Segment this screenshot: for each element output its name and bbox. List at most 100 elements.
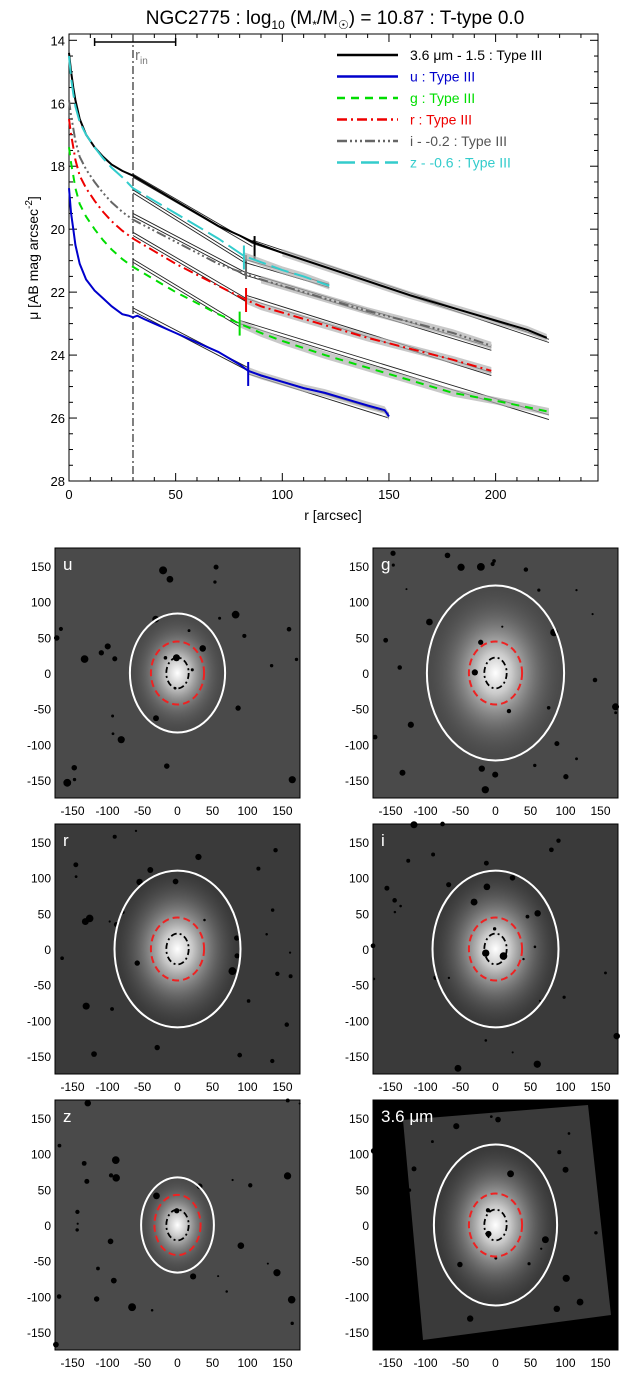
panel-x-tick-label: -50 xyxy=(452,1356,470,1370)
masked-source xyxy=(372,734,378,740)
panel-y-tick-label: 150 xyxy=(31,560,51,574)
panel-y-tick-label: 100 xyxy=(349,872,369,886)
masked-source xyxy=(481,786,489,794)
masked-source xyxy=(414,1116,418,1120)
masked-source xyxy=(490,561,495,567)
masked-source xyxy=(108,920,111,923)
panel-x-tick-label: -150 xyxy=(378,804,402,818)
panel-x-tick-label: 50 xyxy=(206,804,220,818)
masked-source xyxy=(492,559,496,563)
panel-y-tick-label: 100 xyxy=(31,596,51,610)
panel-x-tick-label: 50 xyxy=(524,1356,538,1370)
masked-source xyxy=(483,860,489,866)
panel-x-tick-label: -100 xyxy=(413,1356,437,1370)
masked-source xyxy=(270,1058,275,1064)
masked-source xyxy=(117,736,125,744)
panel-x-tick-label: -150 xyxy=(60,1080,84,1094)
panel-x-tick-label: -150 xyxy=(378,1080,402,1094)
panel-y-tick-label: -150 xyxy=(345,1050,369,1064)
masked-source xyxy=(482,949,490,957)
panel-x-tick-label: -100 xyxy=(95,1080,119,1094)
masked-source xyxy=(393,910,397,914)
masked-source xyxy=(237,1052,243,1058)
legend-label: i - -0.2 : Type III xyxy=(410,133,507,149)
masked-source xyxy=(112,834,117,839)
masked-source xyxy=(234,953,240,959)
masked-source xyxy=(266,1262,269,1265)
masked-source xyxy=(80,655,89,663)
galaxy-light xyxy=(430,589,561,757)
masked-source xyxy=(288,776,296,784)
uncertainty-band xyxy=(282,249,547,342)
masked-source xyxy=(557,1150,562,1155)
break-ellipse xyxy=(467,1192,524,1258)
fit-line xyxy=(132,216,245,276)
break-ellipse xyxy=(149,640,206,706)
panel-x-tick-label: -100 xyxy=(413,804,437,818)
x-tick-label: 150 xyxy=(378,487,400,502)
panel-frame xyxy=(372,547,619,799)
masked-source xyxy=(195,853,202,861)
masked-source xyxy=(56,1294,62,1299)
masked-source xyxy=(384,885,390,891)
uncertainty-band xyxy=(248,367,389,421)
panel-y-tick-label: 0 xyxy=(44,667,51,681)
masked-source xyxy=(104,643,111,650)
masked-source xyxy=(457,1261,463,1268)
masked-source xyxy=(592,677,598,683)
x-tick-label: 100 xyxy=(271,487,293,502)
masked-source xyxy=(76,1222,79,1225)
plot-content: 0 50 100 150 200 14 16 18 20 22 24 26 28 rin xyxy=(51,33,598,502)
masked-source xyxy=(134,829,138,833)
masked-source xyxy=(153,715,159,722)
masked-source xyxy=(286,626,292,632)
y-tick-label: 20 xyxy=(51,222,65,237)
panel-x-tick-label: 50 xyxy=(206,1356,220,1370)
panel-x-tick-label: -100 xyxy=(413,1080,437,1094)
panel-y-tick-label: -50 xyxy=(34,979,52,993)
panel-y-tick-label: -100 xyxy=(27,738,51,752)
panel-band-label: g xyxy=(381,555,390,574)
panel-frame xyxy=(54,823,301,1075)
masked-source xyxy=(290,1321,294,1326)
masked-source xyxy=(246,999,251,1003)
masked-source xyxy=(237,1242,245,1250)
panel-x-tick-label: 150 xyxy=(590,1356,610,1370)
masked-source xyxy=(522,957,525,961)
masked-source xyxy=(533,763,537,768)
masked-source xyxy=(397,665,402,670)
masked-source xyxy=(213,564,219,570)
panel-y-tick-label: -50 xyxy=(34,703,52,717)
break-ellipse xyxy=(153,1193,202,1257)
fit-line xyxy=(132,258,240,324)
masked-source xyxy=(511,1051,514,1054)
r-in-ellipse xyxy=(165,932,190,966)
masked-source xyxy=(446,882,452,888)
masked-source xyxy=(576,1298,584,1306)
masked-source xyxy=(540,1247,543,1250)
panel-y-tick-label: -100 xyxy=(345,738,369,752)
panel-y-tick-label: -100 xyxy=(27,1290,51,1304)
panel-y-tick-label: -50 xyxy=(34,1255,52,1269)
masked-source xyxy=(136,878,143,886)
masked-source xyxy=(112,1174,120,1182)
series-line xyxy=(68,188,390,418)
masked-source xyxy=(256,866,261,871)
masked-source xyxy=(273,1269,281,1277)
masked-source xyxy=(217,1275,220,1278)
masked-source xyxy=(159,566,168,575)
panel-y-tick-label: 0 xyxy=(362,667,369,681)
y-tick-label: 14 xyxy=(51,33,65,48)
masked-source xyxy=(546,705,551,710)
panel-y-tick-label: 50 xyxy=(356,631,370,645)
masked-source xyxy=(492,771,499,778)
outer-ellipse xyxy=(128,612,227,734)
masked-source xyxy=(591,613,594,616)
uncertainty-band xyxy=(260,275,492,350)
legend-label: g : Type III xyxy=(410,90,475,106)
masked-source xyxy=(71,764,78,771)
masked-source xyxy=(470,898,478,906)
masked-source xyxy=(613,1032,620,1040)
panel-y-tick-label: 0 xyxy=(362,1219,369,1233)
